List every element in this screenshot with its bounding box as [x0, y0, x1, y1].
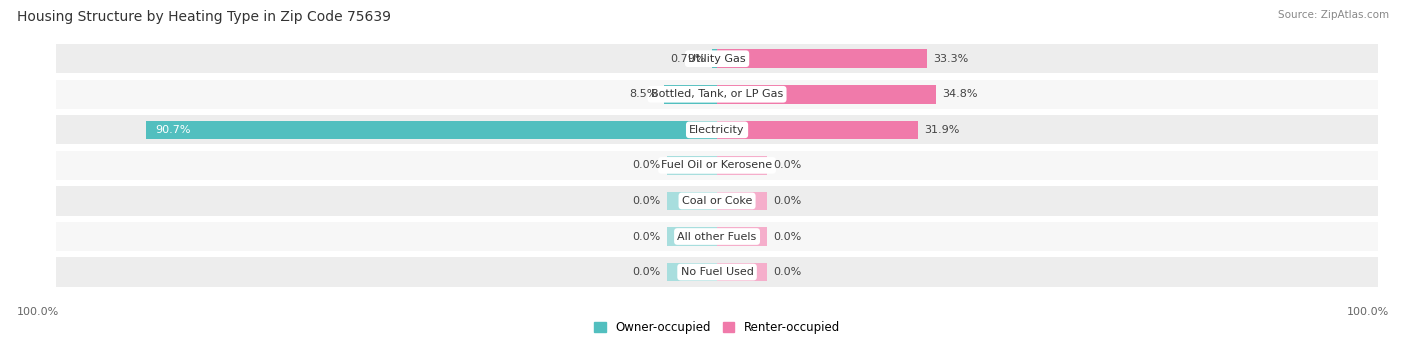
Text: 0.0%: 0.0% [773, 267, 801, 277]
Text: 90.7%: 90.7% [156, 125, 191, 135]
Bar [717, 121, 918, 139]
Text: Source: ZipAtlas.com: Source: ZipAtlas.com [1278, 10, 1389, 20]
Text: Electricity: Electricity [689, 125, 745, 135]
Text: 0.0%: 0.0% [633, 160, 661, 170]
Text: 0.0%: 0.0% [773, 196, 801, 206]
Text: Housing Structure by Heating Type in Zip Code 75639: Housing Structure by Heating Type in Zip… [17, 10, 391, 24]
Text: 0.0%: 0.0% [633, 267, 661, 277]
Text: 100.0%: 100.0% [17, 307, 59, 317]
Text: 100.0%: 100.0% [1347, 307, 1389, 317]
Bar [666, 263, 717, 281]
Bar [146, 121, 717, 139]
Bar [664, 85, 717, 104]
Text: 0.79%: 0.79% [671, 54, 706, 64]
Bar [666, 156, 717, 175]
Bar [56, 151, 1378, 180]
Text: All other Fuels: All other Fuels [678, 232, 756, 241]
Bar [717, 85, 936, 104]
Bar [56, 115, 1378, 144]
Text: 34.8%: 34.8% [942, 89, 977, 99]
Legend: Owner-occupied, Renter-occupied: Owner-occupied, Renter-occupied [589, 316, 845, 339]
Text: 0.0%: 0.0% [633, 232, 661, 241]
Bar [717, 156, 768, 175]
Bar [711, 49, 717, 68]
Text: 31.9%: 31.9% [924, 125, 959, 135]
Bar [56, 80, 1378, 109]
Bar [717, 192, 768, 210]
Text: 8.5%: 8.5% [628, 89, 657, 99]
Text: 0.0%: 0.0% [633, 196, 661, 206]
Text: 0.0%: 0.0% [773, 160, 801, 170]
Bar [56, 187, 1378, 216]
Bar [666, 192, 717, 210]
Bar [666, 227, 717, 246]
Bar [717, 263, 768, 281]
Bar [56, 44, 1378, 73]
Text: 0.0%: 0.0% [773, 232, 801, 241]
Text: Bottled, Tank, or LP Gas: Bottled, Tank, or LP Gas [651, 89, 783, 99]
Bar [56, 257, 1378, 287]
Text: Utility Gas: Utility Gas [689, 54, 745, 64]
Bar [717, 227, 768, 246]
Bar [717, 49, 927, 68]
Text: No Fuel Used: No Fuel Used [681, 267, 754, 277]
Bar [56, 222, 1378, 251]
Text: 33.3%: 33.3% [934, 54, 969, 64]
Text: Coal or Coke: Coal or Coke [682, 196, 752, 206]
Text: Fuel Oil or Kerosene: Fuel Oil or Kerosene [661, 160, 773, 170]
